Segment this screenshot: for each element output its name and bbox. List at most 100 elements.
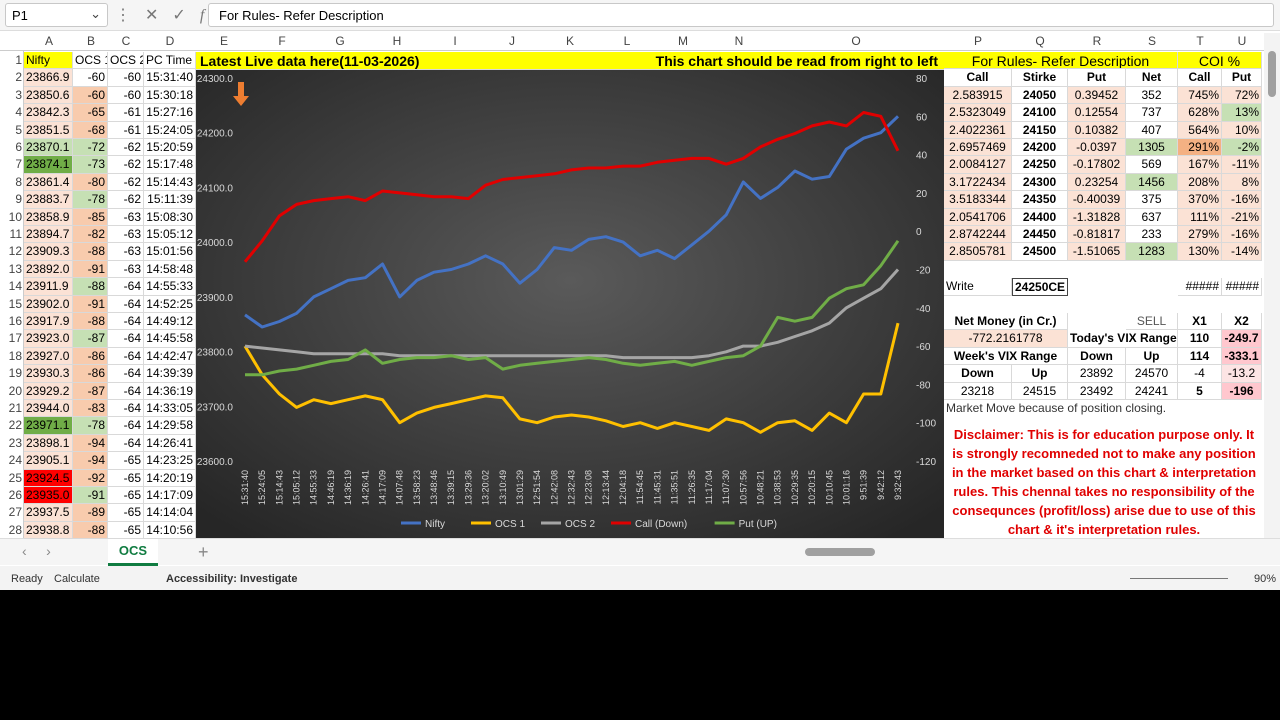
table-cell: -63 — [108, 208, 144, 226]
table-cell: 23842.3 — [24, 104, 73, 122]
money-cell: Down — [1068, 347, 1126, 366]
table-cell: 23924.5 — [24, 469, 73, 487]
table-cell: 15:20:59 — [144, 139, 196, 157]
table-header: PC Time — [144, 52, 196, 70]
table-cell: -64 — [108, 365, 144, 383]
panel-header: Call — [944, 69, 1012, 87]
column-header: K — [565, 34, 574, 48]
h-scrollbar[interactable] — [805, 548, 875, 556]
panel-cell: -1.31828 — [1068, 208, 1126, 226]
panel-header: Net — [1126, 69, 1178, 87]
name-box-text: P1 — [12, 8, 28, 23]
x-tick-label: 10:01:16 — [841, 470, 851, 505]
table-cell: -88 — [73, 278, 108, 296]
status-zoom[interactable]: 90% — [1254, 573, 1277, 585]
table-cell: -64 — [108, 347, 144, 366]
table-cell: 14:36:19 — [144, 382, 196, 400]
panel-cell: -21% — [1222, 208, 1262, 226]
table-cell: 23938.8 — [24, 521, 73, 540]
y2-tick-label: 80 — [916, 74, 928, 85]
table-header: Nifty — [24, 52, 73, 70]
money-cell: Up — [1012, 365, 1068, 383]
y-tick-label: 24200.0 — [197, 129, 234, 140]
x-tick-label: 13:10:49 — [498, 470, 508, 505]
y2-tick-label: -20 — [916, 266, 931, 277]
table-cell: -65 — [108, 504, 144, 522]
panel-cell: 2.0541706 — [944, 208, 1012, 226]
scroll-thumb[interactable] — [1268, 51, 1276, 97]
x-tick-label: 11:35:51 — [670, 470, 680, 504]
table-cell: 23930.3 — [24, 365, 73, 383]
legend-label: Put (UP) — [739, 519, 777, 530]
row-number: 18 — [8, 348, 22, 363]
panel-cell: 2.8505781 — [944, 243, 1012, 261]
money-cell: 114 — [1178, 347, 1222, 366]
formula-text: For Rules- Refer Description — [219, 8, 384, 23]
money-cell: -333.1 — [1222, 347, 1262, 366]
panel-cell: 72% — [1222, 86, 1262, 105]
table-cell: -65 — [108, 452, 144, 470]
name-box[interactable]: P1 ⌄ — [5, 3, 108, 27]
table-cell: 14:55:33 — [144, 278, 196, 296]
table-cell: 23909.3 — [24, 243, 73, 261]
panel-cell: 569 — [1126, 156, 1178, 174]
column-header: R — [1092, 34, 1102, 48]
formula-input[interactable]: For Rules- Refer Description — [208, 3, 1274, 27]
table-cell: -62 — [108, 173, 144, 192]
x-tick-label: 9:51:39 — [859, 470, 869, 500]
panel-cell: 2.0084127 — [944, 156, 1012, 174]
table-cell: -94 — [73, 452, 108, 470]
table-header: OCS 2 — [108, 52, 144, 70]
money-cell: SELL — [1126, 313, 1178, 331]
panel-cell: 10% — [1222, 121, 1262, 139]
panel-cell: 3.1722434 — [944, 173, 1012, 192]
status-accessibility[interactable]: Accessibility: Investigate — [166, 573, 298, 585]
y2-tick-label: -80 — [916, 380, 931, 391]
panel-cell: 2.583915 — [944, 86, 1012, 105]
x-tick-label: 15:31:40 — [240, 470, 250, 505]
row-number: 21 — [8, 401, 22, 415]
table-cell: -80 — [73, 173, 108, 192]
table-cell: 23911.9 — [24, 278, 73, 296]
panel-cell: -11% — [1222, 156, 1262, 174]
vertical-scrollbar[interactable] — [1264, 33, 1280, 538]
row-number: 11 — [9, 227, 22, 241]
column-header: H — [392, 34, 402, 48]
nav-arrows[interactable]: ‹ › — [22, 543, 51, 559]
y-tick-label: 24300.0 — [197, 74, 234, 85]
row-number: 2 — [15, 70, 22, 85]
column-header: Q — [1035, 34, 1045, 48]
table-cell: 23927.0 — [24, 347, 73, 366]
table-cell: 23851.5 — [24, 121, 73, 139]
table-cell: -68 — [73, 121, 108, 139]
panel-cell: 13% — [1222, 104, 1262, 122]
table-cell: 23937.5 — [24, 504, 73, 522]
table-cell: 23861.4 — [24, 173, 73, 192]
table-cell: 14:49:12 — [144, 313, 196, 331]
money-cell: 24241 — [1126, 382, 1178, 400]
table-cell: 15:11:39 — [144, 191, 196, 209]
row-number: 25 — [8, 470, 22, 485]
table-cell: 14:23:25 — [144, 452, 196, 470]
panel-cell: 24250 — [1012, 156, 1068, 174]
table-cell: -64 — [108, 382, 144, 400]
x-tick-label: 14:36:19 — [343, 470, 353, 505]
money-cell: 24515 — [1012, 382, 1068, 400]
x-tick-label: 13:48:46 — [429, 470, 439, 505]
sheet-tab[interactable]: OCS — [108, 539, 158, 566]
series-line — [244, 268, 900, 360]
column-header: J — [509, 34, 515, 48]
panel-cell: 564% — [1178, 121, 1222, 139]
zoom-slider[interactable] — [1130, 578, 1228, 579]
table-cell: 23902.0 — [24, 295, 73, 313]
table-cell: 23898.1 — [24, 434, 73, 453]
money-cell: Today's VIX Range — [1068, 330, 1178, 348]
y2-tick-label: 60 — [916, 112, 928, 123]
table-cell: 23850.6 — [24, 86, 73, 105]
note: Market Move because of position closing. — [946, 401, 1167, 415]
panel-cell: 637 — [1126, 208, 1178, 226]
status-calculate[interactable]: Calculate — [54, 573, 100, 585]
money-cell: -196 — [1222, 382, 1262, 400]
table-cell: -72 — [73, 139, 108, 157]
add-sheet[interactable]: + — [198, 542, 209, 562]
